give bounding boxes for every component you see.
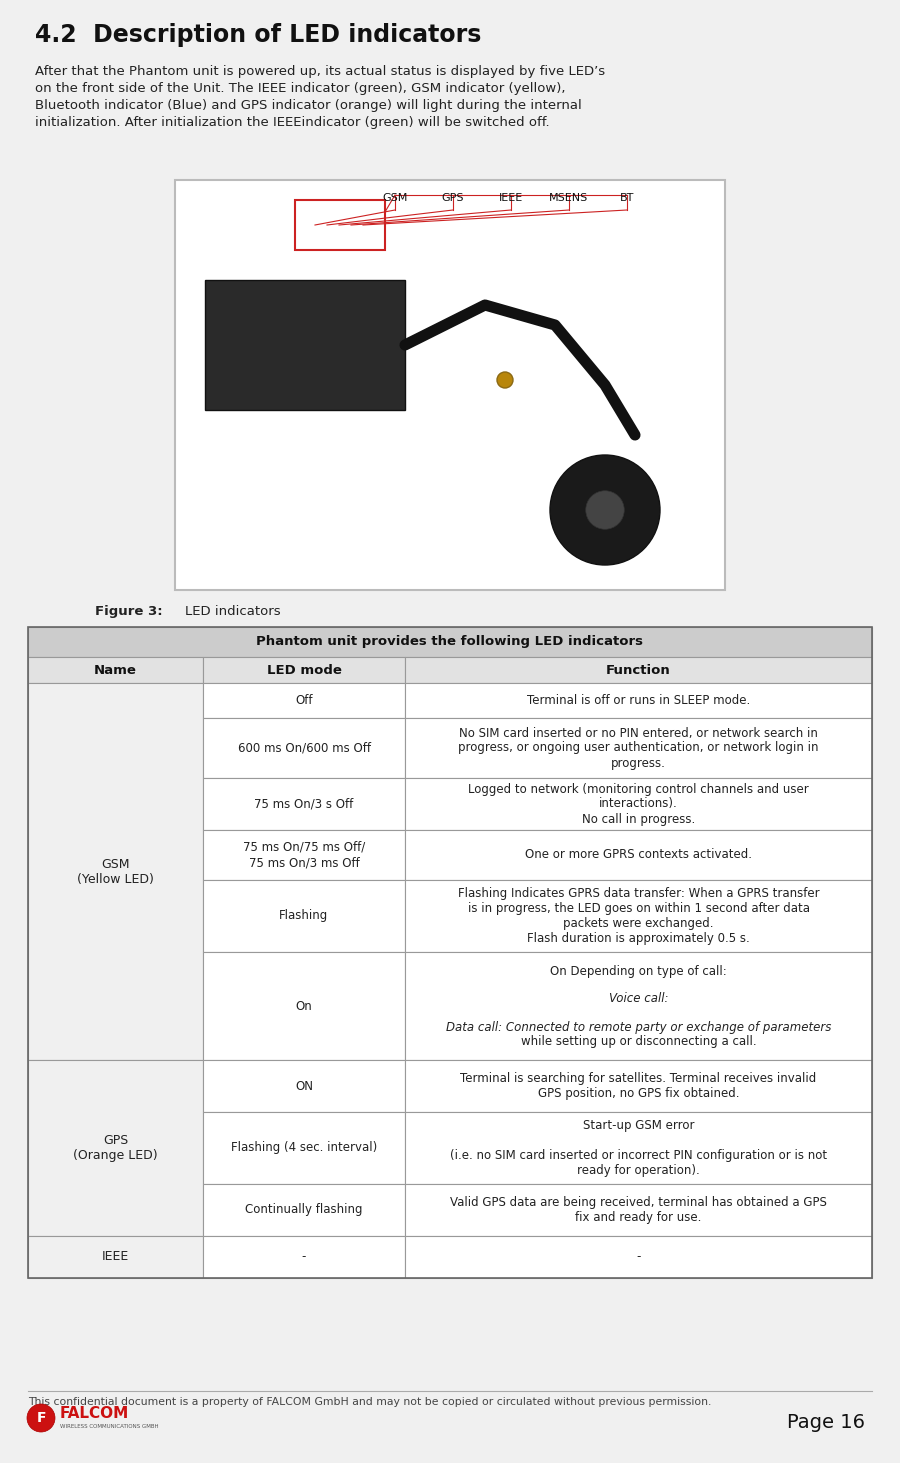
Text: No SIM card inserted or no PIN entered, or network search in
progress, or ongoin: No SIM card inserted or no PIN entered, … bbox=[458, 727, 819, 770]
Circle shape bbox=[550, 455, 660, 565]
Bar bbox=[295, 200, 385, 250]
Bar bbox=[405, 1236, 872, 1279]
Bar bbox=[405, 952, 872, 1061]
Text: Terminal is searching for satellites. Terminal receives invalid
GPS position, no: Terminal is searching for satellites. Te… bbox=[461, 1072, 816, 1100]
Bar bbox=[203, 1112, 405, 1184]
Text: Flashing: Flashing bbox=[279, 910, 328, 923]
Text: GPS: GPS bbox=[442, 193, 464, 203]
Bar bbox=[203, 657, 405, 683]
Text: Phantom unit provides the following LED indicators: Phantom unit provides the following LED … bbox=[256, 635, 644, 648]
Text: Figure 3:: Figure 3: bbox=[95, 606, 163, 617]
Text: Name: Name bbox=[94, 664, 137, 676]
Text: Continually flashing: Continually flashing bbox=[245, 1204, 363, 1217]
Bar bbox=[405, 1061, 872, 1112]
Bar bbox=[203, 1236, 405, 1279]
Text: IEEE: IEEE bbox=[499, 193, 523, 203]
Bar bbox=[28, 1236, 203, 1279]
Text: One or more GPRS contexts activated.: One or more GPRS contexts activated. bbox=[525, 849, 752, 862]
Text: Logged to network (monitoring control channels and user
interactions).
No call i: Logged to network (monitoring control ch… bbox=[468, 783, 809, 825]
Text: Terminal is off or runs in SLEEP mode.: Terminal is off or runs in SLEEP mode. bbox=[526, 693, 750, 707]
Text: -: - bbox=[636, 1251, 641, 1264]
Text: Voice call:: Voice call: bbox=[608, 992, 668, 1005]
Bar bbox=[405, 830, 872, 881]
Bar bbox=[203, 881, 405, 952]
Text: ON: ON bbox=[295, 1080, 313, 1093]
Text: 75 ms On/3 s Off: 75 ms On/3 s Off bbox=[255, 797, 354, 811]
Circle shape bbox=[27, 1404, 55, 1432]
Text: LED indicators: LED indicators bbox=[185, 606, 281, 617]
Bar bbox=[405, 657, 872, 683]
Text: GSM
(Yellow LED): GSM (Yellow LED) bbox=[77, 857, 154, 885]
Text: FALCOM: FALCOM bbox=[60, 1406, 130, 1421]
Bar bbox=[405, 718, 872, 778]
Bar bbox=[28, 683, 203, 1061]
Text: Flashing Indicates GPRS data transfer: When a GPRS transfer
is in progress, the : Flashing Indicates GPRS data transfer: W… bbox=[458, 887, 819, 945]
Text: After that the Phantom unit is powered up, its actual status is displayed by fiv: After that the Phantom unit is powered u… bbox=[35, 64, 605, 78]
Text: IEEE: IEEE bbox=[102, 1251, 129, 1264]
Text: LED mode: LED mode bbox=[266, 664, 341, 676]
Text: 75 ms On/75 ms Off/
75 ms On/3 ms Off: 75 ms On/75 ms Off/ 75 ms On/3 ms Off bbox=[243, 841, 365, 869]
Bar bbox=[203, 718, 405, 778]
Text: Data call: Connected to remote party or exchange of parameters: Data call: Connected to remote party or … bbox=[446, 1021, 832, 1033]
Bar bbox=[203, 778, 405, 830]
Bar bbox=[28, 628, 872, 1279]
Circle shape bbox=[497, 372, 513, 388]
Text: On: On bbox=[295, 999, 312, 1012]
Bar bbox=[405, 778, 872, 830]
Bar bbox=[405, 1112, 872, 1184]
Bar bbox=[405, 881, 872, 952]
Bar bbox=[28, 657, 203, 683]
Bar bbox=[203, 830, 405, 881]
Bar bbox=[405, 1184, 872, 1236]
Text: Flashing (4 sec. interval): Flashing (4 sec. interval) bbox=[231, 1141, 377, 1154]
Text: Off: Off bbox=[295, 693, 313, 707]
Text: GSM: GSM bbox=[382, 193, 408, 203]
Text: Valid GPS data are being received, terminal has obtained a GPS
fix and ready for: Valid GPS data are being received, termi… bbox=[450, 1195, 827, 1225]
Bar bbox=[28, 628, 872, 657]
Bar bbox=[203, 952, 405, 1061]
Bar bbox=[205, 279, 405, 410]
Text: MSENS: MSENS bbox=[549, 193, 589, 203]
Bar bbox=[175, 180, 725, 590]
Text: 4.2  Description of LED indicators: 4.2 Description of LED indicators bbox=[35, 23, 482, 47]
Text: BT: BT bbox=[620, 193, 634, 203]
Text: -: - bbox=[302, 1251, 306, 1264]
Text: Bluetooth indicator (Blue) and GPS indicator (orange) will light during the inte: Bluetooth indicator (Blue) and GPS indic… bbox=[35, 99, 581, 113]
Bar bbox=[28, 1061, 203, 1236]
Text: Start-up GSM error

(i.e. no SIM card inserted or incorrect PIN configuration or: Start-up GSM error (i.e. no SIM card ins… bbox=[450, 1119, 827, 1178]
Text: Page 16: Page 16 bbox=[787, 1413, 865, 1432]
Text: initialization. After initialization the IEEEindicator (green) will be switched : initialization. After initialization the… bbox=[35, 116, 550, 129]
Text: Function: Function bbox=[606, 664, 670, 676]
Text: On Depending on type of call:: On Depending on type of call: bbox=[550, 964, 727, 977]
Bar bbox=[203, 683, 405, 718]
Bar bbox=[203, 1184, 405, 1236]
Bar bbox=[405, 683, 872, 718]
Circle shape bbox=[586, 490, 625, 530]
Text: 600 ms On/600 ms Off: 600 ms On/600 ms Off bbox=[238, 742, 371, 755]
Bar bbox=[203, 1061, 405, 1112]
Text: This confidential document is a property of FALCOM GmbH and may not be copied or: This confidential document is a property… bbox=[28, 1397, 711, 1407]
Text: while setting up or disconnecting a call.: while setting up or disconnecting a call… bbox=[521, 1034, 756, 1048]
Text: F: F bbox=[36, 1410, 46, 1425]
Text: GPS
(Orange LED): GPS (Orange LED) bbox=[73, 1134, 158, 1162]
Text: on the front side of the Unit. The IEEE indicator (green), GSM indicator (yellow: on the front side of the Unit. The IEEE … bbox=[35, 82, 565, 95]
Text: WIRELESS COMMUNICATIONS GMBH: WIRELESS COMMUNICATIONS GMBH bbox=[60, 1423, 158, 1428]
